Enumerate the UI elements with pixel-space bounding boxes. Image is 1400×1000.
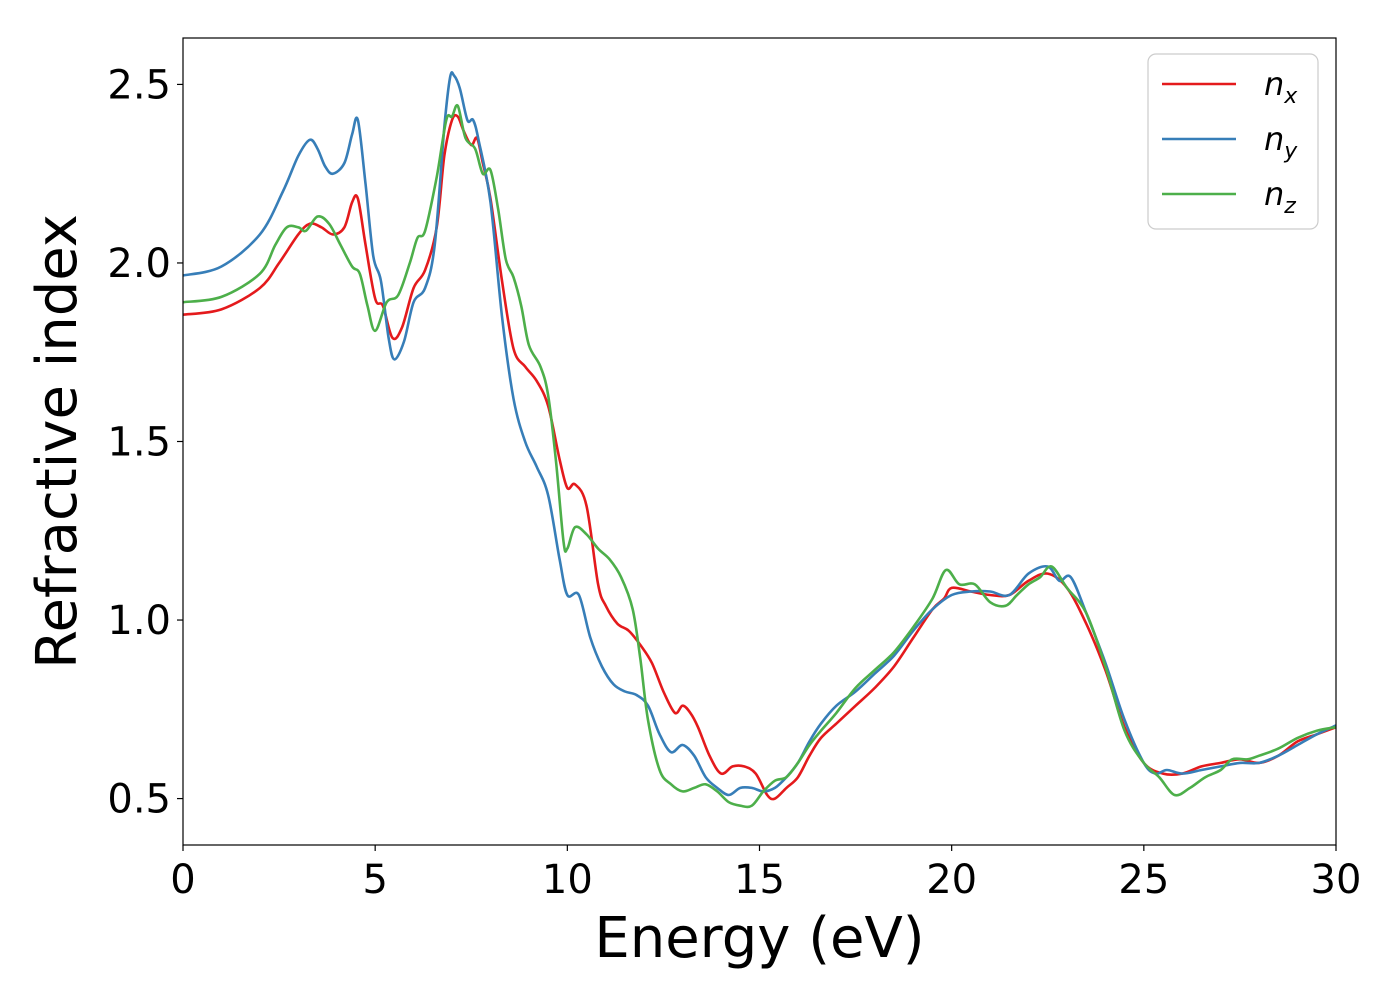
- y-tick-label: 2.0: [107, 241, 171, 287]
- x-tick-label: 20: [926, 857, 977, 903]
- x-tick-label: 10: [542, 857, 593, 903]
- x-axis-title: Energy (eV): [594, 906, 924, 971]
- series-line-nz: [183, 103, 1336, 809]
- y-tick-label: 2.5: [107, 62, 171, 108]
- y-tick-label: 1.5: [107, 420, 171, 466]
- legend-box: [1147, 53, 1319, 230]
- legend-label-nx: nx: [1264, 65, 1298, 109]
- y-axis-title: Refractive index: [25, 214, 90, 669]
- x-tick-label: 15: [734, 857, 785, 903]
- series-line-ny: [183, 71, 1336, 797]
- x-tick-label: 25: [1118, 857, 1169, 903]
- x-tick-label: 0: [170, 857, 195, 903]
- x-tick-label: 30: [1311, 857, 1362, 903]
- y-tick-label: 0.5: [107, 777, 171, 823]
- series-layer: [183, 71, 1336, 809]
- x-axis-ticks: 0 5 10 15 20 25 30: [170, 845, 1361, 903]
- legend: nx ny nz: [1147, 53, 1319, 230]
- y-tick-label: 1.0: [107, 598, 171, 644]
- x-tick-label: 5: [362, 857, 387, 903]
- y-axis-ticks: 0.5 1.0 1.5 2.0 2.5: [107, 62, 183, 823]
- legend-label-ny: ny: [1264, 120, 1298, 164]
- legend-label-nz: nz: [1264, 175, 1296, 219]
